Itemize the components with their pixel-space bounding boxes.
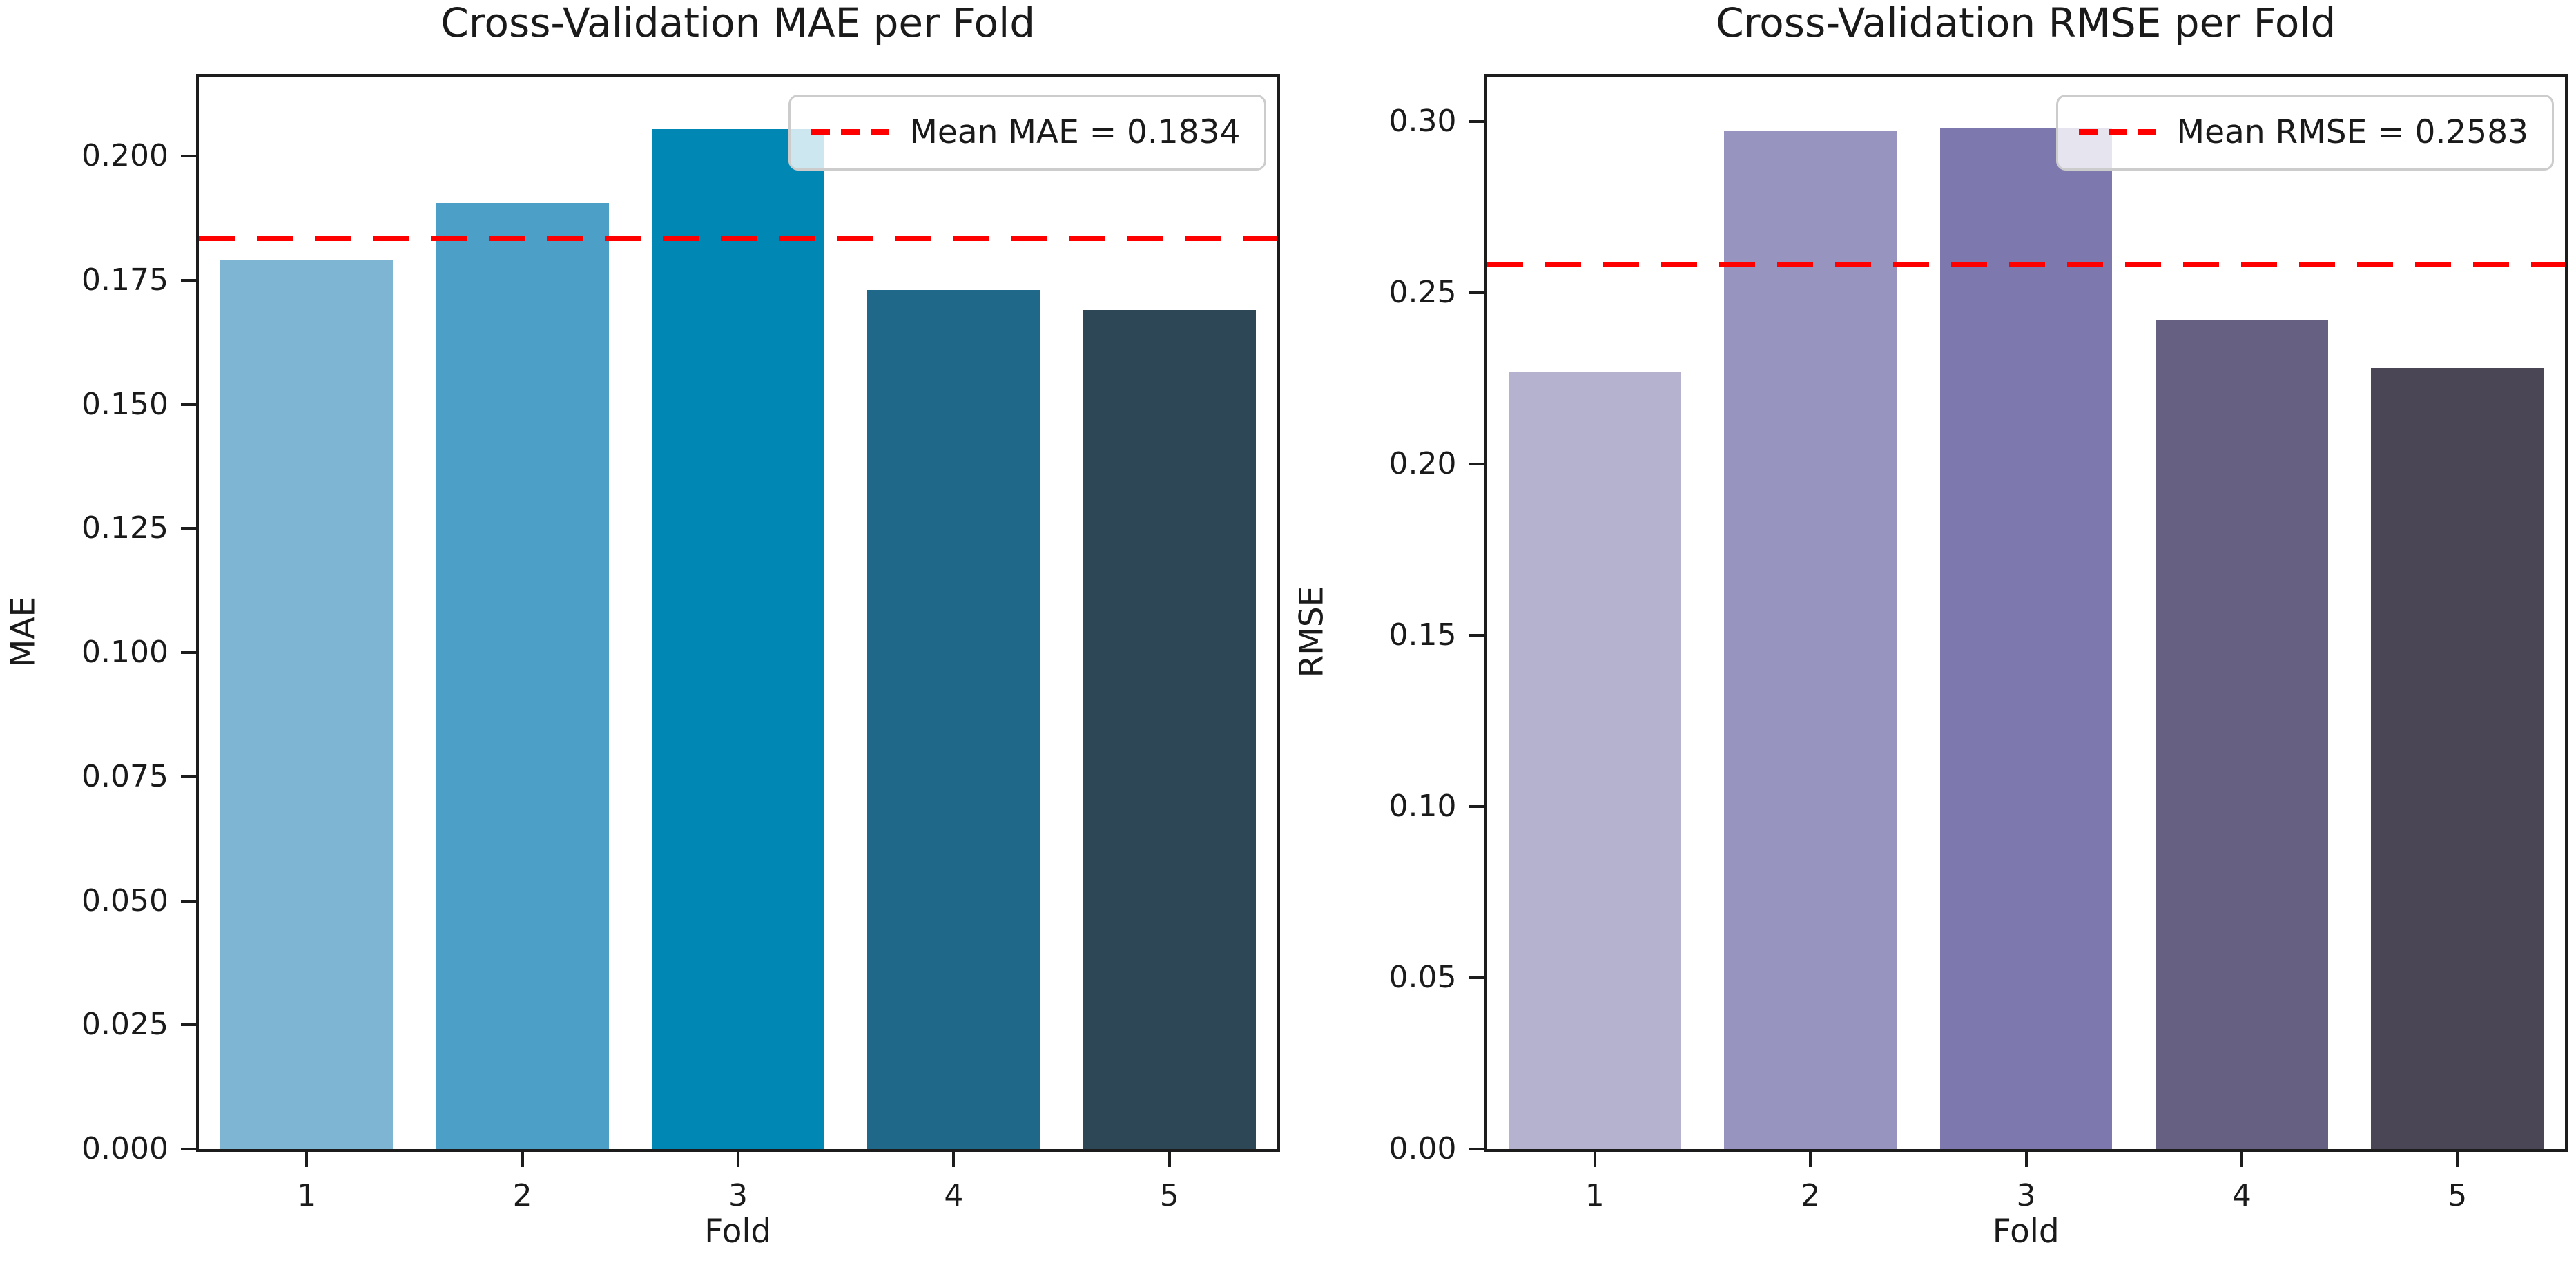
x-tick-label: 1 xyxy=(297,1178,317,1213)
x-tick-label: 3 xyxy=(728,1178,748,1213)
mean-rmse-legend-label: Mean RMSE = 0.2583 xyxy=(2176,113,2528,151)
y-tick-label: 0.30 xyxy=(1388,103,1457,139)
bar-fold-5 xyxy=(1083,309,1256,1149)
x-tick-mark xyxy=(2456,1152,2459,1167)
x-tick-label: 4 xyxy=(944,1178,964,1213)
x-tick-label: 1 xyxy=(1585,1178,1605,1213)
y-tick-label: 0.050 xyxy=(81,883,168,918)
y-tick-label: 0.000 xyxy=(81,1131,168,1166)
y-tick-label: 0.125 xyxy=(81,510,168,546)
bar-fold-4 xyxy=(2155,320,2328,1149)
y-tick-mark xyxy=(1469,291,1484,294)
y-tick-mark xyxy=(181,1148,196,1150)
rmse-legend: Mean RMSE = 0.2583 xyxy=(2055,95,2554,171)
x-tick-mark xyxy=(952,1152,956,1167)
x-tick-label: 4 xyxy=(2231,1178,2251,1213)
mae-chart-title: Cross-Validation MAE per Fold xyxy=(440,0,1036,46)
x-tick-mark xyxy=(1168,1152,1171,1167)
y-tick-mark xyxy=(181,278,196,282)
x-tick-mark xyxy=(737,1152,739,1167)
y-tick-label: 0.025 xyxy=(81,1007,168,1043)
y-tick-mark xyxy=(181,775,196,778)
mean-rmse-dashed-line-swatch xyxy=(2078,129,2156,136)
y-tick-label: 0.100 xyxy=(81,635,168,671)
rmse-x-axis-label: Fold xyxy=(1992,1213,2060,1251)
mean-mae-legend-label: Mean MAE = 0.1834 xyxy=(909,113,1241,151)
bar-fold-3 xyxy=(652,128,824,1149)
bar-fold-1 xyxy=(1508,371,1681,1149)
x-tick-mark xyxy=(305,1152,309,1167)
y-tick-label: 0.075 xyxy=(81,758,168,794)
y-tick-label: 0.25 xyxy=(1388,274,1457,310)
y-tick-mark xyxy=(1469,119,1484,123)
y-tick-mark xyxy=(181,155,196,158)
x-tick-label: 5 xyxy=(2448,1178,2468,1213)
bar-fold-5 xyxy=(2371,367,2544,1149)
y-tick-mark xyxy=(1469,804,1484,808)
x-tick-mark xyxy=(2024,1152,2028,1167)
x-tick-mark xyxy=(1809,1152,1812,1167)
y-tick-mark xyxy=(181,1023,196,1027)
bar-fold-2 xyxy=(436,203,609,1149)
bar-fold-1 xyxy=(220,260,394,1149)
x-tick-label: 2 xyxy=(1801,1178,1821,1213)
y-tick-mark xyxy=(1469,633,1484,637)
rmse-plot-area: 1 2 3 4 5 0.00 0.05 0.10 0.15 0.20 0.25 0.30 Mean R… xyxy=(1389,74,2568,1211)
x-tick-label: 5 xyxy=(1159,1178,1179,1213)
y-tick-mark xyxy=(181,899,196,903)
y-tick-label: 0.10 xyxy=(1388,788,1457,824)
y-tick-mark xyxy=(181,403,196,406)
mae-legend: Mean MAE = 0.1834 xyxy=(788,95,1266,171)
y-tick-label: 0.20 xyxy=(1388,445,1457,481)
y-tick-mark xyxy=(1469,976,1484,979)
mae-plot-inner: 1 2 3 4 5 0.000 0.025 0.050 0.075 0.100 0.125 0.150… xyxy=(81,77,1277,1211)
y-tick-label: 0.200 xyxy=(81,138,168,174)
y-tick-label: 0.05 xyxy=(1388,959,1457,995)
y-tick-label: 0.150 xyxy=(81,386,168,422)
y-tick-mark xyxy=(1469,1148,1484,1150)
rmse-chart-title: Cross-Validation RMSE per Fold xyxy=(1716,0,2336,46)
y-tick-mark xyxy=(1469,462,1484,465)
mean-dashed-line xyxy=(1486,261,2565,267)
rmse-plot-inner: 1 2 3 4 5 0.00 0.05 0.10 0.15 0.20 0.25 0.30 xyxy=(1389,77,2565,1211)
y-tick-mark xyxy=(181,651,196,655)
x-tick-label: 3 xyxy=(2016,1178,2036,1213)
x-tick-mark xyxy=(2240,1152,2243,1167)
bar-fold-2 xyxy=(1724,131,1897,1149)
y-tick-label: 0.15 xyxy=(1388,617,1457,653)
mae-plot-area: 1 2 3 4 5 0.000 0.025 0.050 0.075 0.100 0.125 0.150… xyxy=(81,74,1280,1211)
mean-dashed-line xyxy=(199,235,1277,241)
y-tick-label: 0.00 xyxy=(1388,1131,1457,1166)
x-tick-label: 2 xyxy=(512,1178,532,1213)
x-tick-mark xyxy=(521,1152,524,1167)
y-tick-label: 0.175 xyxy=(81,262,168,298)
x-tick-mark xyxy=(1593,1152,1596,1167)
y-tick-mark xyxy=(181,527,196,530)
bar-fold-4 xyxy=(867,290,1040,1149)
bar-fold-3 xyxy=(1939,128,2113,1149)
mean-mae-dashed-line-swatch xyxy=(811,129,889,136)
mae-x-axis-label: Fold xyxy=(704,1213,772,1251)
